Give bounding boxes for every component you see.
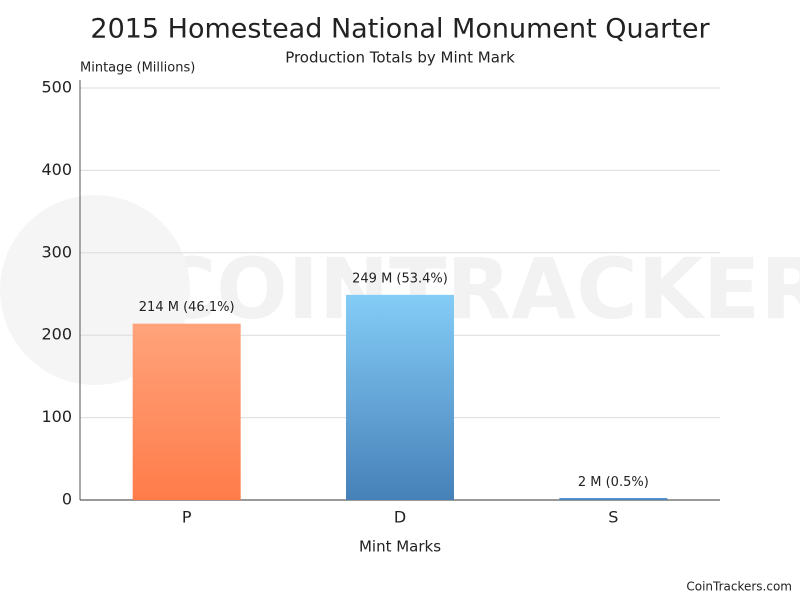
y-tick-label: 0 [62, 490, 72, 509]
y-tick-label: 400 [41, 160, 72, 179]
credit: CoinTrackers.com [686, 580, 792, 594]
x-tick-label: P [182, 508, 192, 527]
y-tick-label: 500 [41, 78, 72, 97]
bar [346, 294, 454, 500]
bar [132, 323, 241, 500]
x-tick-label: S [608, 508, 618, 527]
data-label: 249 M (53.4%) [352, 271, 448, 286]
bar [559, 498, 668, 500]
data-label: 214 M (46.1%) [139, 300, 235, 315]
y-axis-label: Mintage (Millions) [80, 61, 195, 76]
chart-subtitle: Production Totals by Mint Mark [285, 49, 515, 67]
y-tick-label: 300 [41, 242, 72, 261]
data-label: 2 M (0.5%) [578, 475, 649, 490]
watermark: COINTRACKERS [155, 240, 800, 338]
y-tick-label: 200 [41, 325, 72, 344]
y-tick-label: 100 [41, 407, 72, 426]
x-axis-label: Mint Marks [359, 538, 441, 556]
x-tick-label: D [394, 508, 406, 527]
chart-title: 2015 Homestead National Monument Quarter [90, 14, 710, 45]
